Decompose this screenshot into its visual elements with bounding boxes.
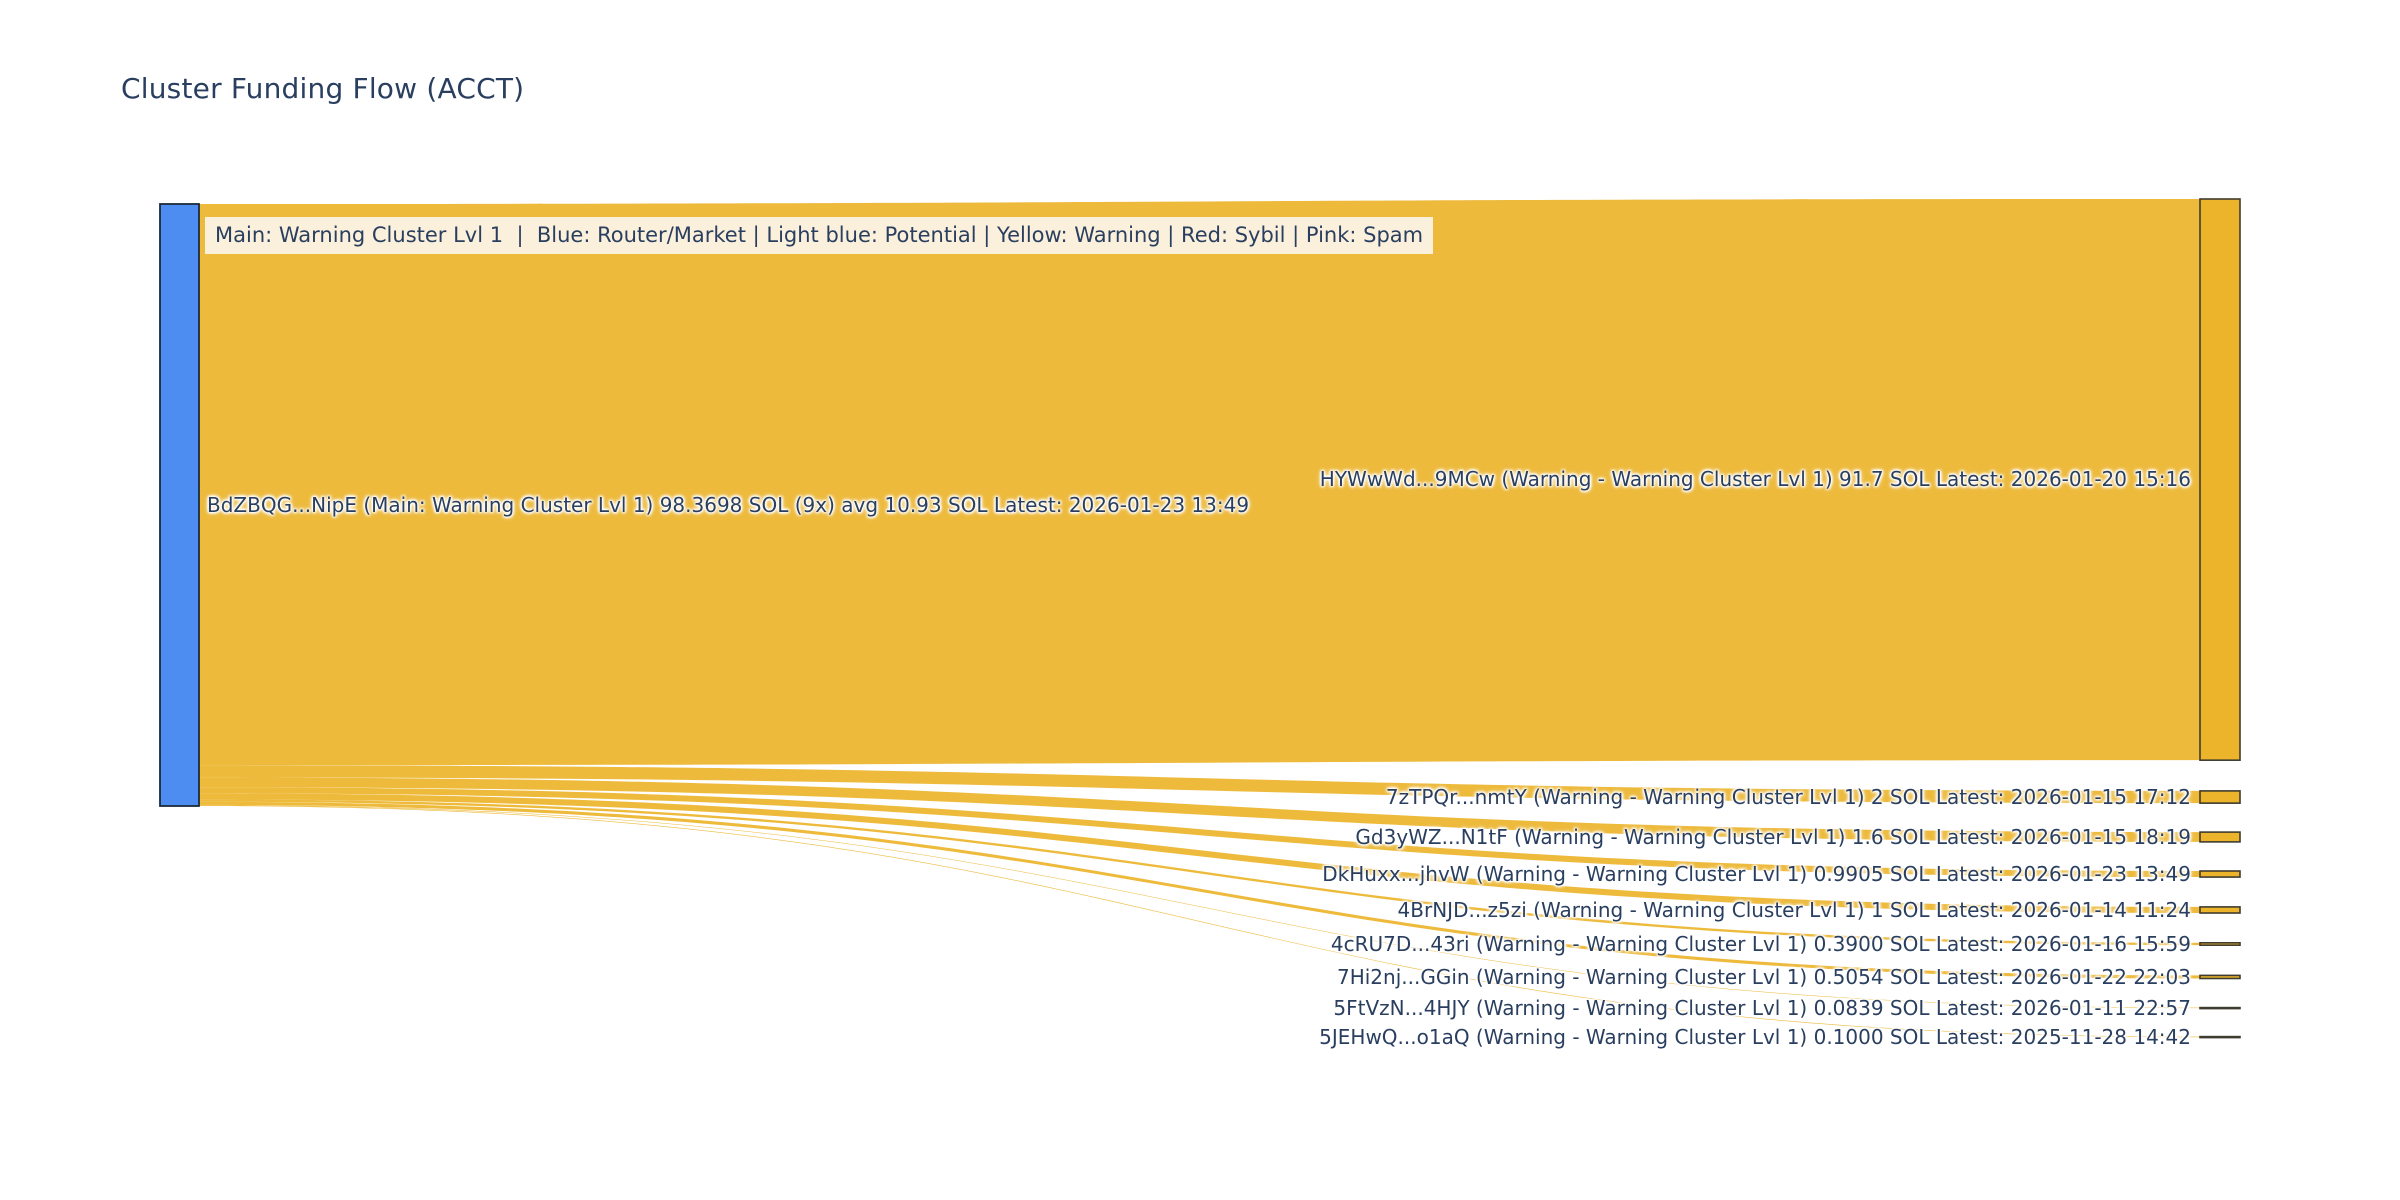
sankey-node-target[interactable] <box>2199 941 2241 946</box>
target-node-label: DkHuxx...jhvW (Warning - Warning Cluster… <box>1322 862 2191 886</box>
target-node-label: HYWwWd...9MCw (Warning - Warning Cluster… <box>1319 467 2191 491</box>
sankey-node-target[interactable] <box>2199 1035 2241 1039</box>
target-node-label: 7zTPQr...nmtY (Warning - Warning Cluster… <box>1385 785 2191 809</box>
target-node-label: 5JEHwQ...o1aQ (Warning - Warning Cluster… <box>1319 1025 2191 1049</box>
sankey-link[interactable] <box>199 805 2200 1038</box>
sankey-link[interactable] <box>199 799 2200 946</box>
sankey-node-target[interactable] <box>2199 198 2241 761</box>
sankey-link[interactable] <box>199 801 2200 979</box>
sankey-node-target[interactable] <box>2199 831 2241 843</box>
sankey-node-target[interactable] <box>2199 974 2241 980</box>
legend-note: Main: Warning Cluster Lvl 1 | Blue: Rout… <box>205 217 1434 254</box>
sankey-link[interactable] <box>199 793 2200 914</box>
sankey-node-source[interactable] <box>159 203 200 807</box>
target-node-label: 7Hi2nj...GGin (Warning - Warning Cluster… <box>1336 965 2191 989</box>
sankey-link[interactable] <box>199 787 2200 878</box>
sankey-link[interactable] <box>199 765 2200 804</box>
sankey-node-target[interactable] <box>2199 790 2241 804</box>
target-node-label: 4BrNJD...z5zi (Warning - Warning Cluster… <box>1397 898 2191 922</box>
target-node-label: 5FtVzN...4HJY (Warning - Warning Cluster… <box>1333 996 2191 1020</box>
source-node-label: BdZBQG...NipE (Main: Warning Cluster Lvl… <box>207 493 1250 517</box>
sankey-link[interactable] <box>199 199 2200 766</box>
sankey-link[interactable] <box>199 777 2200 842</box>
sankey-node-target[interactable] <box>2199 870 2241 878</box>
target-node-label: Gd3yWZ...N1tF (Warning - Warning Cluster… <box>1355 825 2191 849</box>
target-node-label: 4cRU7D...43ri (Warning - Warning Cluster… <box>1330 932 2191 956</box>
sankey-node-target[interactable] <box>2199 1006 2241 1010</box>
chart-title: Cluster Funding Flow (ACCT) <box>121 72 525 105</box>
sankey-node-target[interactable] <box>2199 906 2241 914</box>
sankey-link[interactable] <box>199 804 2200 1009</box>
